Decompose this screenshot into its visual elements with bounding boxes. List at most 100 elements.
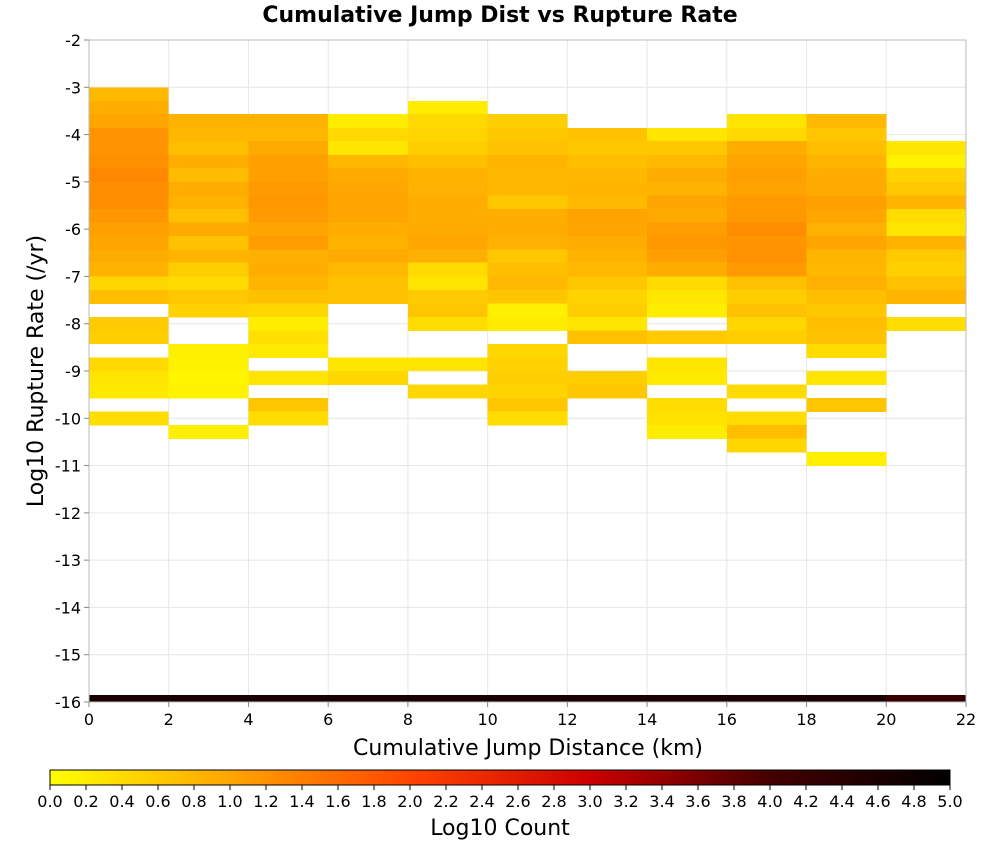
heatmap-cell <box>726 330 807 345</box>
heatmap-cell <box>248 249 329 264</box>
heatmap-cell <box>248 141 329 156</box>
heatmap-cell <box>726 438 807 453</box>
heatmap-cell <box>647 222 727 237</box>
heatmap-cells <box>89 87 966 702</box>
heatmap-cell <box>248 411 329 426</box>
heatmap-cell <box>248 397 329 412</box>
heatmap-cell-bottom <box>248 694 329 702</box>
heatmap-cell <box>726 168 807 183</box>
heatmap-cell <box>487 114 568 129</box>
heatmap-cell <box>647 357 727 372</box>
heatmap-cell <box>806 249 887 264</box>
heatmap-cell <box>89 330 169 345</box>
heatmap-cell <box>89 100 169 115</box>
heatmap-cell <box>407 249 488 264</box>
heatmap-cell <box>647 276 727 291</box>
heatmap-cell-bottom <box>168 694 249 702</box>
colorbar-tick-label: 1.2 <box>253 792 278 811</box>
heatmap-cell <box>806 344 887 358</box>
heatmap-cell <box>567 181 648 196</box>
heatmap-cell <box>407 357 488 372</box>
heatmap-cell <box>806 127 887 142</box>
colorbar-tick-label: 4.8 <box>901 792 926 811</box>
colorbar-tick-label: 0.2 <box>73 792 98 811</box>
heatmap-cell-bottom <box>328 694 408 702</box>
heatmap-cell <box>487 222 568 237</box>
heatmap-cell <box>567 235 648 250</box>
heatmap-cell <box>886 208 966 223</box>
heatmap-cell <box>806 154 887 169</box>
heatmap-cell <box>89 181 169 196</box>
heatmap-cell <box>647 411 727 426</box>
heatmap-cell <box>328 181 408 196</box>
heatmap-cell <box>806 114 887 129</box>
y-tick-label: -3 <box>65 78 81 97</box>
colorbar-tick-label: 1.6 <box>325 792 350 811</box>
heatmap-cell <box>407 195 488 210</box>
heatmap-cell <box>726 317 807 332</box>
heatmap-cell <box>647 424 727 439</box>
heatmap-cell <box>647 127 727 142</box>
heatmap-cell <box>168 344 249 358</box>
heatmap-cell <box>89 384 169 399</box>
heatmap-cell <box>647 168 727 183</box>
heatmap-cell <box>726 384 807 399</box>
x-tick-label: 4 <box>243 710 253 729</box>
heatmap-cell <box>328 195 408 210</box>
x-axis-label: Cumulative Jump Distance (km) <box>353 736 703 761</box>
colorbar-tick-label: 3.6 <box>685 792 710 811</box>
colorbar-tick-label: 2.2 <box>433 792 458 811</box>
heatmap-cell <box>806 303 887 318</box>
heatmap-cell <box>89 114 169 129</box>
colorbar-tick-label: 4.2 <box>793 792 818 811</box>
heatmap-cell <box>647 208 727 223</box>
colorbar-tick-label: 0.6 <box>145 792 170 811</box>
heatmap-cell <box>328 141 408 156</box>
heatmap-cell <box>886 141 966 156</box>
heatmap-cell <box>407 168 488 183</box>
heatmap-cell <box>248 114 329 129</box>
heatmap-cell <box>248 303 329 318</box>
heatmap-cell <box>886 290 966 305</box>
heatmap-cell <box>89 127 169 142</box>
y-tick-label: -6 <box>65 220 81 239</box>
heatmap-cell <box>567 249 648 264</box>
heatmap-cell <box>248 181 329 196</box>
y-tick-label: -8 <box>65 315 81 334</box>
heatmap-cell <box>168 424 249 439</box>
heatmap-cell <box>487 290 568 305</box>
heatmap-cell <box>248 235 329 250</box>
heatmap-cell <box>89 371 169 385</box>
heatmap-cell <box>328 154 408 169</box>
heatmap-cell <box>567 262 648 277</box>
heatmap-cell <box>567 317 648 332</box>
heatmap-cell <box>328 222 408 237</box>
x-tick-label: 22 <box>956 710 976 729</box>
heatmap-cell <box>168 168 249 183</box>
heatmap-cell <box>886 154 966 169</box>
heatmap-cell <box>328 208 408 223</box>
heatmap-cell <box>328 371 408 385</box>
y-tick-label: -11 <box>55 457 81 476</box>
heatmap-cell <box>567 141 648 156</box>
heatmap-cell <box>806 195 887 210</box>
heatmap-cell <box>567 127 648 142</box>
heatmap-cell <box>726 276 807 291</box>
heatmap-cell <box>726 290 807 305</box>
heatmap-cell <box>89 141 169 156</box>
heatmap-cell <box>248 127 329 142</box>
x-tick-label: 14 <box>637 710 657 729</box>
x-tick-label: 20 <box>876 710 896 729</box>
heatmap-cell <box>726 195 807 210</box>
heatmap-cell <box>168 357 249 372</box>
heatmap-cell <box>806 451 887 466</box>
heatmap-cell <box>248 290 329 305</box>
colorbar-tick-label: 1.0 <box>217 792 242 811</box>
heatmap-cell <box>248 330 329 345</box>
heatmap-cell-bottom <box>89 694 169 702</box>
heatmap-cell <box>89 290 169 305</box>
heatmap-cell <box>726 262 807 277</box>
heatmap-cell <box>328 357 408 372</box>
heatmap-cell <box>567 195 648 210</box>
heatmap-cell <box>168 195 249 210</box>
